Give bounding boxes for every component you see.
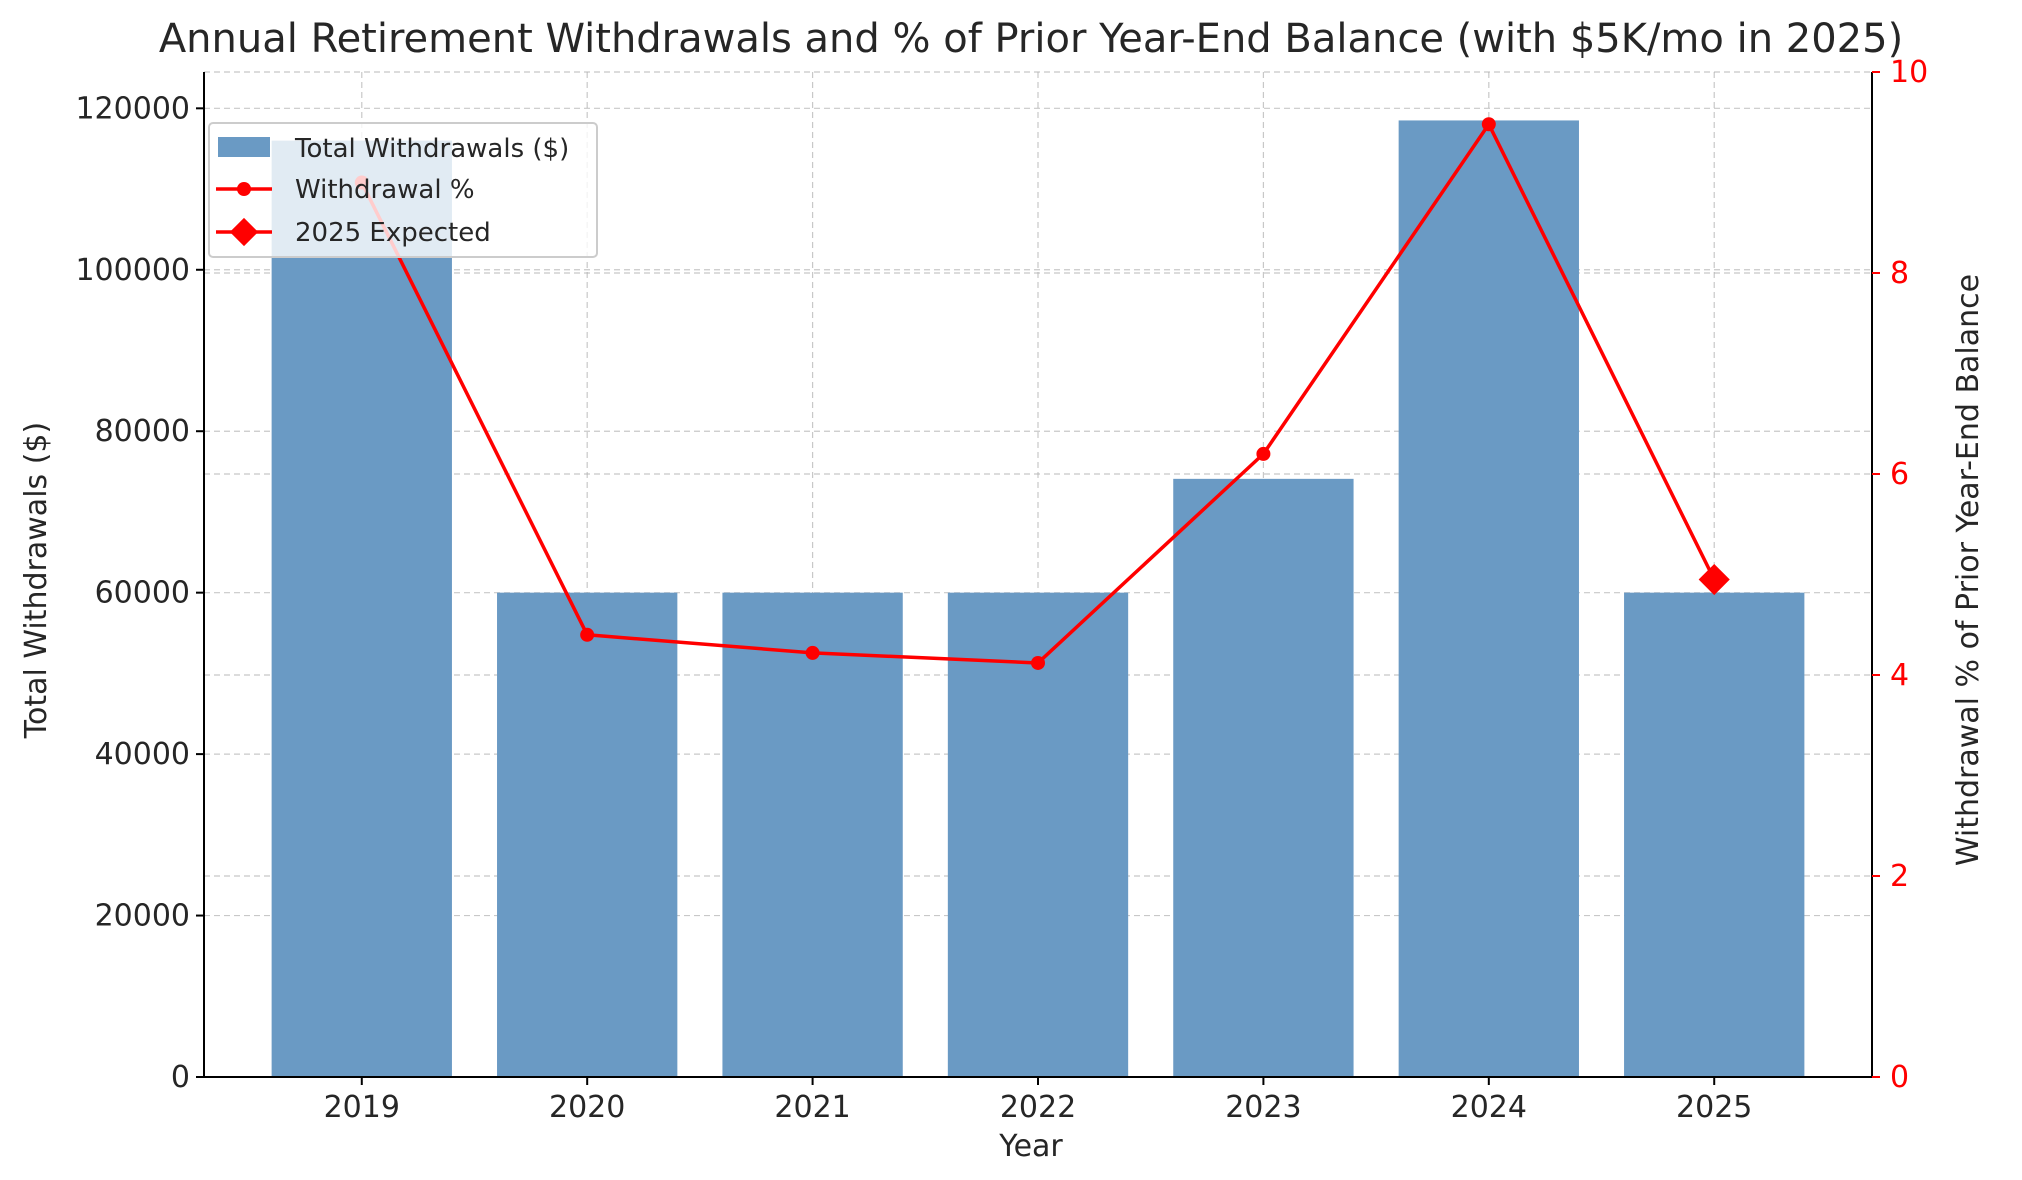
bar-2022 — [947, 592, 1129, 1077]
withdrawal-pct-point-2023 — [1256, 446, 1271, 461]
bar-2020 — [497, 592, 678, 1077]
expected-2025-marker — [1698, 563, 1730, 596]
withdrawal-pct-point-2022 — [1031, 655, 1045, 670]
legend-label-expected: 2025 Expected — [295, 218, 491, 248]
x-tick-label: 2019 — [324, 1090, 400, 1125]
bar-2024 — [1398, 120, 1579, 1078]
withdrawal-pct-point-2020 — [580, 627, 595, 642]
legend-box — [208, 122, 598, 258]
withdrawal-pct-point-2024 — [1481, 117, 1496, 132]
y-tick-label: 0 — [171, 1060, 190, 1095]
bar-2023 — [1173, 478, 1354, 1077]
x-tick-label: 2021 — [774, 1090, 850, 1125]
legend-swatch-bars — [218, 137, 270, 157]
bar-2021 — [722, 592, 903, 1077]
y2-tick-label: 10 — [1890, 55, 1928, 90]
chart-title: Annual Retirement Withdrawals and % of P… — [159, 16, 1903, 62]
y2-tick-label: 0 — [1890, 1060, 1909, 1095]
bar-2019 — [271, 140, 452, 1078]
y2-tick-label: 6 — [1890, 457, 1909, 492]
x-axis-label: Year — [998, 1129, 1063, 1164]
y2-tick-label: 4 — [1890, 658, 1909, 693]
legend-label-line: Withdrawal % — [295, 175, 475, 205]
y-tick-label: 40000 — [95, 737, 190, 772]
withdrawal-pct-point-2021 — [805, 645, 820, 660]
legend-label-bars: Total Withdrawals ($) — [294, 134, 569, 164]
y2-tick-label: 2 — [1890, 859, 1909, 894]
axes-layer: 0 20000 40000 60000 80000 100000 120000 0 2 4 6 8 10… — [75, 55, 1928, 1125]
legend-swatch-line-marker — [237, 182, 251, 196]
x-tick-label: 2022 — [1000, 1090, 1076, 1125]
y-axis-label: Total Withdrawals ($) — [19, 422, 54, 739]
y-tick-label: 80000 — [95, 414, 190, 449]
y-tick-label: 20000 — [95, 899, 190, 934]
y2-tick-label: 8 — [1890, 256, 1909, 291]
y2-axis-label: Withdrawal % of Prior Year-End Balance — [1951, 274, 1986, 866]
bar-layer — [271, 120, 1805, 1078]
x-tick-label: 2024 — [1451, 1090, 1527, 1125]
bar-2025 — [1624, 592, 1805, 1077]
x-tick-label: 2025 — [1676, 1090, 1752, 1125]
legend: Total Withdrawals ($) Withdrawal % 2025 … — [208, 122, 598, 258]
x-tick-label: 2020 — [549, 1090, 625, 1125]
y-tick-label: 100000 — [75, 253, 190, 288]
y-tick-label: 60000 — [95, 576, 190, 611]
y-tick-label: 120000 — [75, 91, 190, 126]
x-tick-label: 2023 — [1225, 1090, 1301, 1125]
